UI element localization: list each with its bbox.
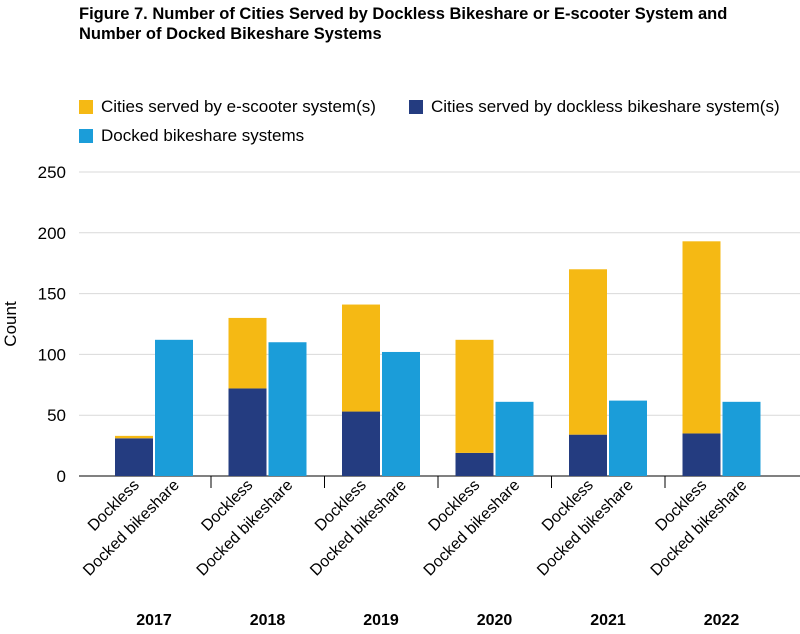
bar-escooter-2020	[455, 339, 494, 453]
legend-label-dockless: Cities served by dockless bikeshare syst…	[431, 97, 780, 116]
group-label-2019: 2019	[363, 612, 399, 629]
bar-escooter-2021	[569, 269, 607, 435]
bar-docked-2020	[495, 401, 534, 476]
y-tick-label-200: 200	[38, 224, 66, 243]
bar-escooter-2018	[228, 317, 267, 389]
legend-item-docked: Docked bikeshare systems	[79, 126, 304, 146]
bar-docked-2022	[722, 401, 761, 476]
y-tick-label-50: 50	[47, 406, 66, 425]
bar-dockless-2021	[569, 434, 607, 476]
bar-dockless-2020	[455, 452, 494, 476]
bar-docked-2018	[268, 342, 307, 476]
bar-dockless-2019	[342, 411, 380, 476]
y-tick-label-250: 250	[38, 163, 66, 182]
y-tick-label-0: 0	[57, 467, 66, 486]
legend-swatch-dockless	[409, 100, 423, 114]
legend-swatch-escooter	[79, 100, 93, 114]
bar-dockless-2018	[228, 388, 267, 476]
group-label-2018: 2018	[250, 612, 286, 629]
y-tick-label-100: 100	[38, 345, 66, 364]
group-label-2022: 2022	[704, 612, 740, 629]
legend-item-escooter: Cities served by e-scooter system(s)	[79, 97, 376, 117]
group-label-2021: 2021	[590, 612, 626, 629]
bar-dockless-2022	[682, 433, 721, 476]
group-label-2017: 2017	[136, 612, 172, 629]
bar-escooter-2017	[115, 435, 153, 439]
y-axis-label: Count	[1, 301, 20, 347]
bar-docked-2021	[609, 400, 647, 476]
bar-escooter-2019	[342, 304, 380, 412]
y-tick-label-150: 150	[38, 285, 66, 304]
legend-swatch-docked	[79, 129, 93, 143]
group-label-2020: 2020	[477, 612, 513, 629]
bar-docked-2019	[382, 351, 420, 476]
legend-label-docked: Docked bikeshare systems	[101, 126, 305, 145]
chart-title: Figure 7. Number of Cities Served by Doc…	[79, 5, 728, 43]
legend-label-escooter: Cities served by e-scooter system(s)	[101, 97, 376, 116]
bar-escooter-2022	[682, 241, 721, 434]
legend-item-dockless: Cities served by dockless bikeshare syst…	[409, 97, 780, 117]
bar-dockless-2017	[115, 438, 153, 476]
bar-docked-2017	[155, 339, 193, 476]
